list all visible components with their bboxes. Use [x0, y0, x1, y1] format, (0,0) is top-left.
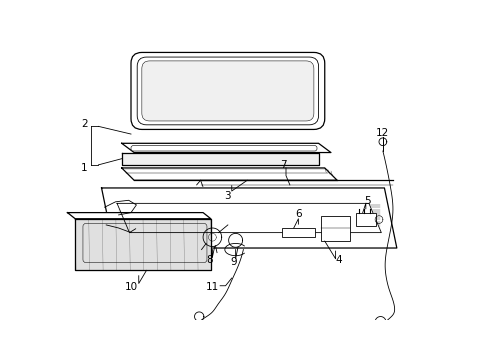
Text: 2: 2: [81, 119, 88, 129]
Polygon shape: [122, 168, 337, 180]
Text: 4: 4: [335, 255, 342, 265]
Polygon shape: [117, 203, 381, 233]
Polygon shape: [122, 153, 318, 165]
Text: 9: 9: [230, 257, 237, 267]
FancyBboxPatch shape: [131, 53, 325, 130]
Text: 6: 6: [295, 209, 302, 219]
Bar: [321, 216, 350, 241]
Text: 11: 11: [206, 282, 219, 292]
FancyBboxPatch shape: [131, 145, 317, 151]
Text: 1: 1: [81, 163, 88, 173]
Polygon shape: [101, 188, 397, 248]
Bar: [356, 213, 376, 226]
Text: 10: 10: [124, 282, 138, 292]
FancyBboxPatch shape: [142, 61, 314, 121]
Text: 8: 8: [207, 255, 213, 265]
Text: 5: 5: [364, 196, 371, 206]
Text: 3: 3: [224, 191, 231, 201]
Polygon shape: [122, 143, 331, 153]
Text: 7: 7: [280, 160, 287, 170]
Polygon shape: [75, 219, 211, 270]
Text: 12: 12: [376, 127, 390, 138]
Bar: [282, 228, 315, 237]
Polygon shape: [68, 213, 211, 219]
FancyBboxPatch shape: [137, 57, 318, 125]
